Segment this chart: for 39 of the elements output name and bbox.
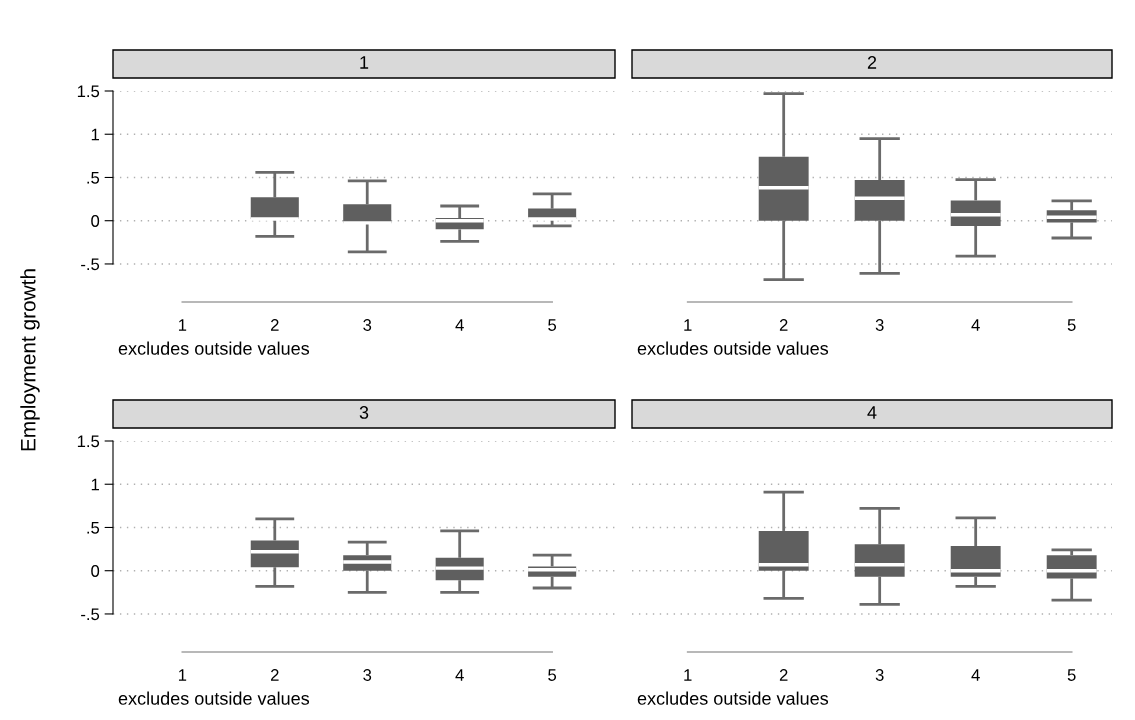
text: excludes outside values bbox=[118, 341, 310, 355]
y-tick-label: .5 bbox=[87, 172, 100, 184]
x-tick-label: 1 bbox=[178, 319, 187, 331]
x-tick-label: 4 bbox=[971, 669, 980, 681]
x-tick-label: 5 bbox=[548, 319, 557, 331]
x-tick-label: 4 bbox=[455, 669, 464, 681]
y-tick-label: 1 bbox=[91, 478, 99, 491]
y-tick-label: 1.5 bbox=[77, 435, 100, 448]
x-tick-label: 1 bbox=[684, 669, 692, 681]
y-tick-label: 0 bbox=[91, 565, 100, 577]
x-tick-label: 3 bbox=[363, 319, 372, 331]
y-tick-label: 1.5 bbox=[77, 85, 100, 98]
text: excludes outside values bbox=[637, 691, 829, 705]
text: excludes outside values bbox=[118, 691, 310, 705]
x-tick-label: 5 bbox=[1067, 319, 1076, 331]
x-tick-label: 1 bbox=[178, 669, 187, 681]
x-tick-label: 2 bbox=[779, 319, 788, 331]
chart-title: 2 bbox=[867, 56, 877, 69]
x-tick-label: 3 bbox=[875, 319, 884, 331]
chart-title: 4 bbox=[867, 406, 877, 419]
chart-title: 3 bbox=[359, 406, 369, 419]
y-tick-label: -.5 bbox=[81, 608, 100, 621]
y-axis-title: Employment growth bbox=[20, 269, 40, 451]
x-tick-label: 5 bbox=[548, 669, 557, 681]
x-tick-label: 4 bbox=[971, 319, 980, 331]
x-tick-label: 2 bbox=[270, 669, 279, 681]
y-tick-label: 0 bbox=[91, 215, 100, 227]
y-tick-label: .5 bbox=[87, 522, 100, 534]
y-tick-label: 1 bbox=[91, 128, 99, 141]
x-tick-label: 5 bbox=[1067, 669, 1076, 681]
y-tick-label: -.5 bbox=[81, 258, 100, 271]
x-tick-label: 3 bbox=[875, 669, 884, 681]
x-tick-label: 4 bbox=[455, 319, 464, 331]
x-tick-label: 2 bbox=[779, 669, 788, 681]
x-tick-label: 2 bbox=[270, 319, 279, 331]
text: excludes outside values bbox=[637, 341, 829, 355]
x-tick-label: 3 bbox=[363, 669, 372, 681]
chart-title: 1 bbox=[360, 56, 369, 69]
x-tick-label: 1 bbox=[684, 319, 692, 331]
